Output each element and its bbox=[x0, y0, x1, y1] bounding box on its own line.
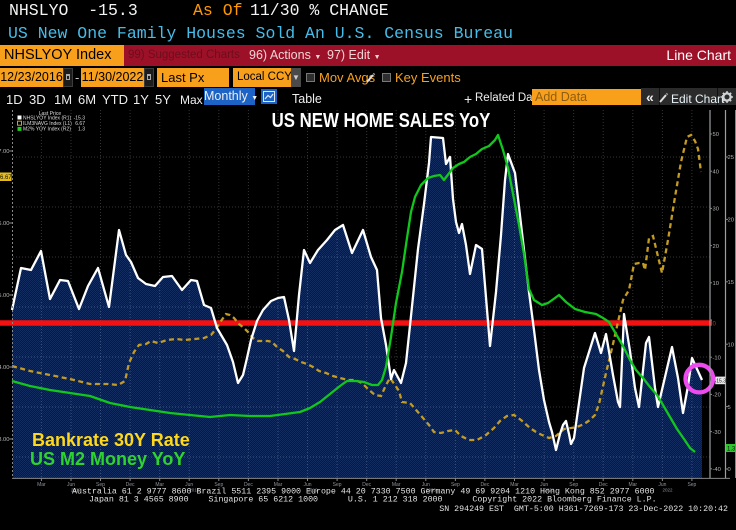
svg-text:1.3: 1.3 bbox=[727, 446, 736, 452]
svg-text:6.67: 6.67 bbox=[0, 175, 12, 181]
svg-text:Mar: Mar bbox=[510, 482, 519, 488]
svg-text:6.00: 6.00 bbox=[0, 221, 10, 227]
svg-text:-15.3: -15.3 bbox=[74, 115, 86, 121]
svg-text:1.3: 1.3 bbox=[78, 127, 85, 133]
svg-text:-20: -20 bbox=[713, 393, 721, 399]
svg-text:-40: -40 bbox=[713, 467, 721, 473]
svg-text:0: 0 bbox=[728, 467, 731, 473]
svg-text:Japan 81 3 4565 8900 Singap: Japan 81 3 4565 8900 Singapore 65 6212 1… bbox=[89, 495, 657, 505]
svg-text:20: 20 bbox=[713, 244, 719, 250]
svg-text:40: 40 bbox=[713, 169, 719, 175]
svg-text:M2% YOY Index (R2): M2% YOY Index (R2) bbox=[23, 127, 71, 133]
svg-text:Bankrate 30Y Rate: Bankrate 30Y Rate bbox=[32, 430, 190, 450]
svg-text:Mar: Mar bbox=[37, 482, 46, 488]
svg-text:ILM3NAVG Index (L1): ILM3NAVG Index (L1) bbox=[23, 121, 72, 127]
svg-text:US NEW HOME SALES YoY: US NEW HOME SALES YoY bbox=[272, 108, 491, 131]
svg-text:2019: 2019 bbox=[308, 488, 319, 493]
svg-text:3.00: 3.00 bbox=[0, 437, 10, 443]
svg-text:5.00: 5.00 bbox=[0, 293, 10, 299]
svg-text:15: 15 bbox=[728, 280, 734, 286]
svg-text:Mar: Mar bbox=[392, 482, 401, 488]
svg-text:Dec: Dec bbox=[362, 482, 371, 488]
svg-text:6.67: 6.67 bbox=[75, 121, 85, 127]
svg-text:Dec: Dec bbox=[480, 482, 489, 488]
svg-text:Sep: Sep bbox=[451, 482, 460, 488]
svg-text:Sep: Sep bbox=[333, 482, 342, 488]
svg-text:Australia 61 2 9777 8600 Brazi: Australia 61 2 9777 8600 Brazil 5511 239… bbox=[72, 487, 655, 497]
svg-text:0: 0 bbox=[713, 321, 717, 327]
svg-text:25: 25 bbox=[728, 155, 734, 161]
svg-text:US M2 Money YoY: US M2 Money YoY bbox=[30, 449, 185, 469]
svg-text:2017: 2017 bbox=[71, 488, 82, 493]
svg-text:2020: 2020 bbox=[426, 488, 437, 493]
svg-text:7.00: 7.00 bbox=[0, 149, 10, 155]
svg-text:Sep: Sep bbox=[687, 482, 696, 488]
svg-text:Mar: Mar bbox=[155, 482, 164, 488]
svg-text:Jun: Jun bbox=[185, 482, 193, 488]
svg-text:30: 30 bbox=[713, 207, 719, 213]
svg-text:4.00: 4.00 bbox=[0, 365, 10, 371]
svg-text:Mar: Mar bbox=[274, 482, 283, 488]
svg-text:5: 5 bbox=[728, 405, 731, 411]
svg-text:2022: 2022 bbox=[662, 488, 673, 493]
svg-text:Jun: Jun bbox=[658, 482, 666, 488]
svg-text:Jun: Jun bbox=[67, 482, 75, 488]
svg-text:Sep: Sep bbox=[214, 482, 223, 488]
svg-text:-15.3: -15.3 bbox=[715, 378, 727, 384]
svg-text:Dec: Dec bbox=[244, 482, 253, 488]
svg-text:Dec: Dec bbox=[599, 482, 608, 488]
svg-text:Sep: Sep bbox=[569, 482, 578, 488]
svg-text:10: 10 bbox=[713, 281, 719, 287]
svg-text:Mar: Mar bbox=[628, 482, 637, 488]
svg-text:50: 50 bbox=[713, 132, 719, 138]
svg-text:SN 294249 EST GMT-5:00 H361-7: SN 294249 EST GMT-5:00 H361-7269-173 23-… bbox=[439, 505, 728, 514]
svg-text:-30: -30 bbox=[713, 430, 721, 436]
svg-text:Sep: Sep bbox=[96, 482, 105, 488]
svg-text:Jun: Jun bbox=[422, 482, 430, 488]
svg-text:Dec: Dec bbox=[126, 482, 135, 488]
svg-text:20: 20 bbox=[728, 218, 734, 224]
svg-text:2018: 2018 bbox=[189, 488, 200, 493]
svg-text:NHSLYOY Index (R1): NHSLYOY Index (R1) bbox=[23, 115, 72, 121]
svg-text:Jun: Jun bbox=[540, 482, 548, 488]
svg-text:-10: -10 bbox=[713, 355, 721, 361]
svg-text:2021: 2021 bbox=[544, 488, 555, 493]
svg-text:10: 10 bbox=[728, 342, 734, 348]
svg-text:Last Price: Last Price bbox=[39, 111, 61, 117]
svg-text:Jun: Jun bbox=[303, 482, 311, 488]
